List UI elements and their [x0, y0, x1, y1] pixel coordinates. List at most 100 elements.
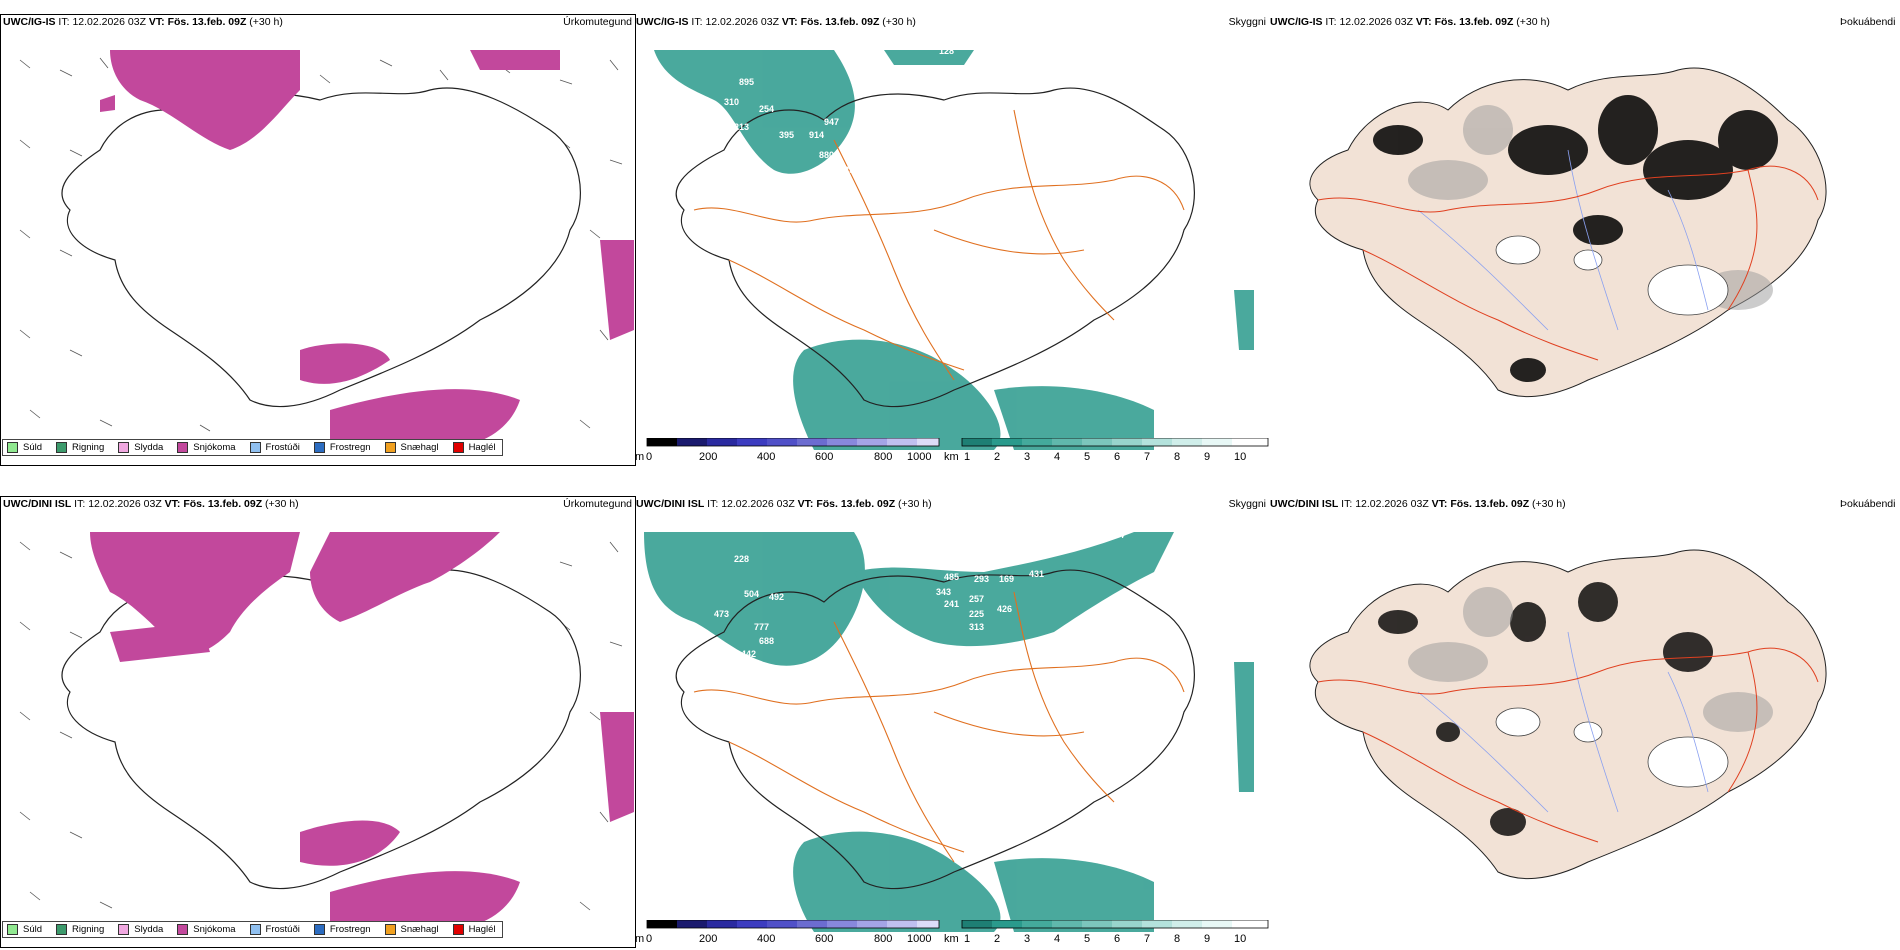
legend-item: Rigning — [56, 442, 104, 453]
cbar-km-bar — [961, 919, 1269, 929]
model-name: UWC/IG-IS — [3, 16, 56, 28]
legend-swatch — [249, 442, 261, 453]
cbar-tick: 9 — [1204, 933, 1211, 945]
vis-number: 291 — [1054, 56, 1069, 66]
cbar-tick: 4 — [1054, 451, 1061, 463]
legend-swatch — [452, 442, 464, 453]
vt-label: VT: — [797, 498, 814, 510]
legend-item: Haglél — [452, 924, 496, 935]
vis-number: 123 — [1034, 50, 1049, 60]
panel-header: UWC/DINI ISL IT: 12.02.2026 03Z VT: Fös.… — [3, 496, 636, 512]
iceland-outline — [675, 87, 1195, 408]
vt-value: Fös. 13.feb. 09Z — [816, 498, 896, 510]
vis-number: 228 — [734, 554, 749, 564]
legend-swatch — [249, 924, 261, 935]
fog-areas — [1378, 582, 1713, 836]
cbar-tick: 3 — [1024, 451, 1031, 463]
vis-number: 442 — [741, 649, 756, 659]
cbar-tick: 5 — [1084, 933, 1091, 945]
panel-title: Úrkomutegund — [563, 498, 632, 510]
vis-number: 254 — [759, 104, 774, 114]
low-visibility-areas — [644, 532, 1254, 932]
vis-number: 947 — [824, 117, 839, 127]
legend-item: Súld — [7, 924, 42, 935]
model-name: UWC/IG-IS — [636, 16, 689, 28]
cbar-tick: 7 — [1144, 933, 1151, 945]
road-network — [693, 109, 1185, 381]
vt-label: VT: — [164, 498, 181, 510]
vis-number: 688 — [759, 636, 774, 646]
legend-item: Snæhagl — [384, 442, 439, 453]
legend-swatch — [56, 924, 68, 935]
cbar-tick: 4 — [1054, 933, 1061, 945]
panel-header: UWC/IG-IS IT: 12.02.2026 03Z VT: Fös. 13… — [636, 14, 1270, 30]
legend-swatch — [384, 924, 396, 935]
it-value: 12.02.2026 03Z — [705, 16, 779, 28]
panel-header: UWC/DINI ISL IT: 12.02.2026 03Z VT: Fös.… — [636, 496, 1270, 512]
legend-item: Snjókoma — [177, 442, 236, 453]
legend-item: Snæhagl — [384, 924, 439, 935]
iceland-land — [1309, 549, 1827, 880]
vis-number: 379 — [1089, 534, 1104, 544]
vis-number: 310 — [724, 97, 739, 107]
cbar-tick: 7 — [1144, 451, 1151, 463]
legend-swatch — [118, 442, 130, 453]
panel-title: Þokuábendi — [1840, 498, 1896, 510]
legend-swatch — [56, 442, 68, 453]
vis-number: 473 — [714, 609, 729, 619]
it-label: IT: — [74, 498, 86, 510]
roads — [1317, 647, 1819, 843]
glaciers — [1495, 235, 1729, 316]
cbar-km: km 1 2 3 4 5 6 7 8 9 10 — [944, 437, 1269, 465]
vis-number: 169 — [999, 574, 1014, 584]
iceland-outline — [675, 569, 1195, 890]
snow-areas — [90, 532, 634, 932]
rivers — [1417, 631, 1709, 813]
precip-map — [19, 50, 634, 450]
fog-light-areas — [1408, 587, 1773, 732]
panel-header: UWC/IG-IS IT: 12.02.2026 03Z VT: Fös. 13… — [3, 14, 636, 30]
cbar-unit: m — [635, 933, 645, 945]
visibility-map: 895 310 254 947 395 914 880 291 125 577 … — [654, 46, 1254, 450]
precip-type-legend: Súld Rigning Slydda Snjókoma Frostúði Fr… — [2, 921, 503, 938]
legend-item: Frostregn — [313, 924, 371, 935]
model-name: UWC/DINI ISL — [1270, 498, 1339, 510]
it-value: 12.02.2026 03Z — [1355, 498, 1429, 510]
legend-item: Frostregn — [313, 442, 371, 453]
cbar-tick: 0 — [646, 451, 653, 463]
it-value: 12.02.2026 03Z — [721, 498, 795, 510]
cbar-km: km 1 2 3 4 5 6 7 8 9 10 — [944, 919, 1269, 947]
rivers — [1417, 149, 1709, 331]
vis-number: 800 — [819, 200, 834, 210]
vis-number: 128 — [939, 46, 954, 56]
panel-frame — [0, 496, 636, 948]
lead-time: (+30 h) — [1532, 498, 1566, 510]
cbar-m: m 0 200 400 600 800 1000 — [635, 437, 940, 465]
vis-number: 777 — [754, 622, 769, 632]
cbar-tick: 2 — [994, 933, 1001, 945]
vis-numbers: 895 310 254 947 395 914 880 291 125 577 … — [724, 46, 1069, 210]
precip-map — [19, 532, 634, 932]
legend-item: Slydda — [118, 442, 163, 453]
vis-number: 225 — [969, 609, 984, 619]
roads — [1317, 165, 1819, 361]
cbar-tick: 800 — [874, 933, 893, 945]
panel-title: Skyggni — [1228, 498, 1266, 510]
it-value: 12.02.2026 03Z — [1339, 16, 1413, 28]
vis-number: 504 — [744, 589, 759, 599]
vis-number: 577 — [804, 192, 819, 202]
cbar-tick: 800 — [874, 451, 893, 463]
cbar-tick: 1000 — [907, 451, 932, 463]
cbar-tick: 2 — [994, 451, 1001, 463]
vis-number: 485 — [944, 572, 959, 582]
precip-panel-row2: UWC/DINI ISL IT: 12.02.2026 03Z VT: Fös.… — [0, 496, 636, 948]
cbar-tick: 3 — [1024, 933, 1031, 945]
legend-item: Slydda — [118, 924, 163, 935]
vis-number: 880 — [819, 150, 834, 160]
vis-number: 895 — [739, 77, 754, 87]
visibility-panel-row1: UWC/IG-IS IT: 12.02.2026 03Z VT: Fös. 13… — [634, 14, 1270, 466]
cbar-tick: 400 — [757, 933, 776, 945]
vt-value: Fös. 13.feb. 09Z — [800, 16, 880, 28]
cbar-unit: km — [944, 933, 959, 945]
it-label: IT: — [1325, 16, 1337, 28]
